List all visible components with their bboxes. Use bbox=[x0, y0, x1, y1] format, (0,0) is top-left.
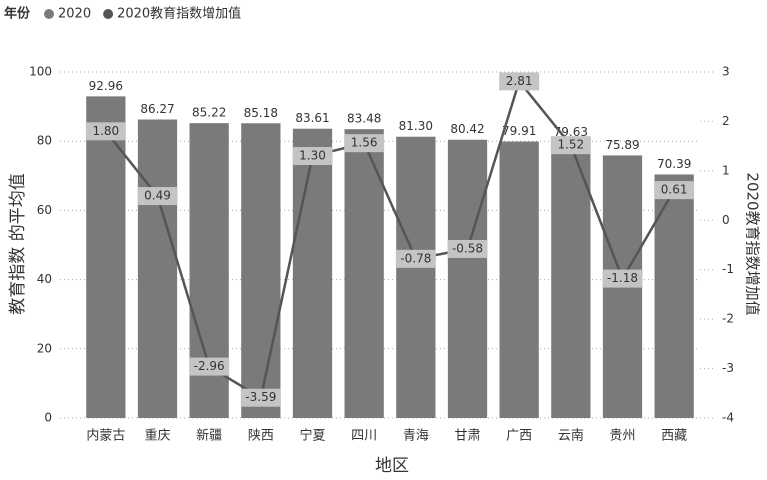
legend-marker bbox=[103, 9, 114, 19]
line-value-text: 1.30 bbox=[299, 149, 326, 163]
y2-tick-label: 2 bbox=[722, 114, 730, 128]
line-value-label: 1.30 bbox=[292, 147, 333, 166]
line-value-label: -0.58 bbox=[447, 239, 488, 258]
label-box bbox=[395, 249, 436, 268]
bar-value-label: 86.27 bbox=[140, 102, 174, 116]
x-tick-label: 广西 bbox=[506, 429, 532, 444]
line-value-text: 0.61 bbox=[661, 183, 688, 197]
line-value-text: 1.80 bbox=[92, 124, 119, 138]
y2-tick-label: -2 bbox=[722, 312, 734, 326]
x-tick-label: 贵州 bbox=[609, 429, 635, 444]
x-tick-label: 新疆 bbox=[196, 428, 222, 444]
bar-value-label: 85.22 bbox=[192, 106, 226, 120]
bar-value-label: 79.91 bbox=[502, 124, 536, 138]
line-value-text: 0.49 bbox=[144, 189, 171, 203]
line-value-text: 2.81 bbox=[506, 74, 533, 88]
bar-value-label: 83.61 bbox=[295, 111, 329, 125]
y-tick-label: 40 bbox=[37, 272, 52, 286]
y2-tick-label: -4 bbox=[722, 411, 734, 425]
legend-marker bbox=[44, 9, 54, 19]
line-value-label: 1.56 bbox=[344, 134, 385, 153]
bar bbox=[344, 129, 384, 419]
bar-value-label: 80.42 bbox=[450, 122, 484, 136]
bar bbox=[551, 142, 591, 418]
line-value-label: 1.52 bbox=[550, 136, 591, 155]
bar-value-label: 92.96 bbox=[89, 79, 123, 93]
y-tick-label: 100 bbox=[29, 65, 52, 79]
x-tick-label: 青海 bbox=[403, 429, 429, 444]
bar-value-label: 81.30 bbox=[399, 119, 433, 133]
line-value-text: -0.78 bbox=[400, 251, 431, 265]
line-value-text: -1.18 bbox=[607, 271, 638, 285]
label-box bbox=[654, 181, 695, 200]
label-box bbox=[137, 187, 178, 206]
x-tick-label: 四川 bbox=[351, 429, 377, 444]
y-tick-label: 60 bbox=[37, 203, 52, 217]
line-value-text: -3.59 bbox=[245, 390, 276, 404]
y2-tick-label: -3 bbox=[722, 361, 734, 375]
x-tick-label: 云南 bbox=[558, 428, 584, 444]
line-value-label: 0.61 bbox=[654, 181, 695, 200]
label-box bbox=[85, 122, 126, 141]
bar bbox=[499, 141, 539, 418]
x-tick-label: 陕西 bbox=[248, 429, 274, 444]
legend-label: 2020教育指数增加值 bbox=[117, 6, 241, 22]
line bbox=[104, 78, 676, 400]
label-box bbox=[344, 134, 385, 153]
label-box bbox=[602, 269, 643, 288]
x-tick-label: 内蒙古 bbox=[86, 428, 125, 444]
y2-tick-label: 3 bbox=[722, 65, 730, 79]
label-box bbox=[447, 239, 488, 258]
line-value-text: -0.58 bbox=[452, 241, 483, 255]
x-tick-label: 西藏 bbox=[661, 429, 687, 444]
bar-value-label: 75.89 bbox=[605, 138, 639, 152]
y2-tick-label: -1 bbox=[722, 262, 734, 276]
line-value-label: 2.81 bbox=[499, 72, 540, 91]
legend-label: 2020 bbox=[58, 7, 91, 22]
x-axis-title: 地区 bbox=[375, 456, 409, 476]
bar-value-label: 70.39 bbox=[657, 157, 691, 171]
y2-tick-label: 1 bbox=[722, 163, 730, 177]
line-value-label: 1.80 bbox=[85, 122, 126, 141]
bar-value-label: 85.18 bbox=[244, 106, 278, 120]
label-box bbox=[550, 136, 591, 155]
y-tick-label: 0 bbox=[44, 411, 52, 425]
y-tick-label: 80 bbox=[37, 134, 52, 148]
y-axis-title: 教育指数 的平均值 bbox=[8, 173, 28, 314]
bar bbox=[396, 136, 436, 418]
bar bbox=[137, 119, 178, 418]
line-value-label: 0.49 bbox=[137, 187, 178, 206]
line-value-text: 1.52 bbox=[557, 138, 584, 152]
x-tick-label: 重庆 bbox=[144, 428, 170, 444]
legend-title: 年份 bbox=[4, 6, 31, 22]
x-tick-label: 甘肃 bbox=[454, 429, 480, 444]
x-tick-label: 宁夏 bbox=[299, 428, 325, 444]
line-value-text: -2.96 bbox=[194, 359, 225, 373]
label-box bbox=[189, 357, 230, 376]
label-box bbox=[292, 147, 333, 166]
label-box bbox=[240, 388, 281, 407]
y-tick-label: 20 bbox=[37, 341, 52, 355]
bar bbox=[447, 139, 488, 418]
y2-tick-label: 0 bbox=[722, 213, 730, 227]
bar-value-label: 83.48 bbox=[347, 112, 381, 126]
bar bbox=[292, 128, 333, 418]
line-value-label: -3.59 bbox=[240, 388, 281, 407]
bar bbox=[241, 123, 281, 419]
line-value-label: -1.18 bbox=[602, 269, 643, 288]
y2-axis-title: 2020教育指数增加值 bbox=[744, 172, 762, 315]
line-value-label: -2.96 bbox=[189, 357, 230, 376]
line-value-label: -0.78 bbox=[395, 249, 436, 268]
bar bbox=[86, 96, 126, 418]
line-value-text: 1.56 bbox=[351, 136, 378, 150]
label-box bbox=[499, 72, 540, 91]
bar bbox=[654, 174, 694, 418]
